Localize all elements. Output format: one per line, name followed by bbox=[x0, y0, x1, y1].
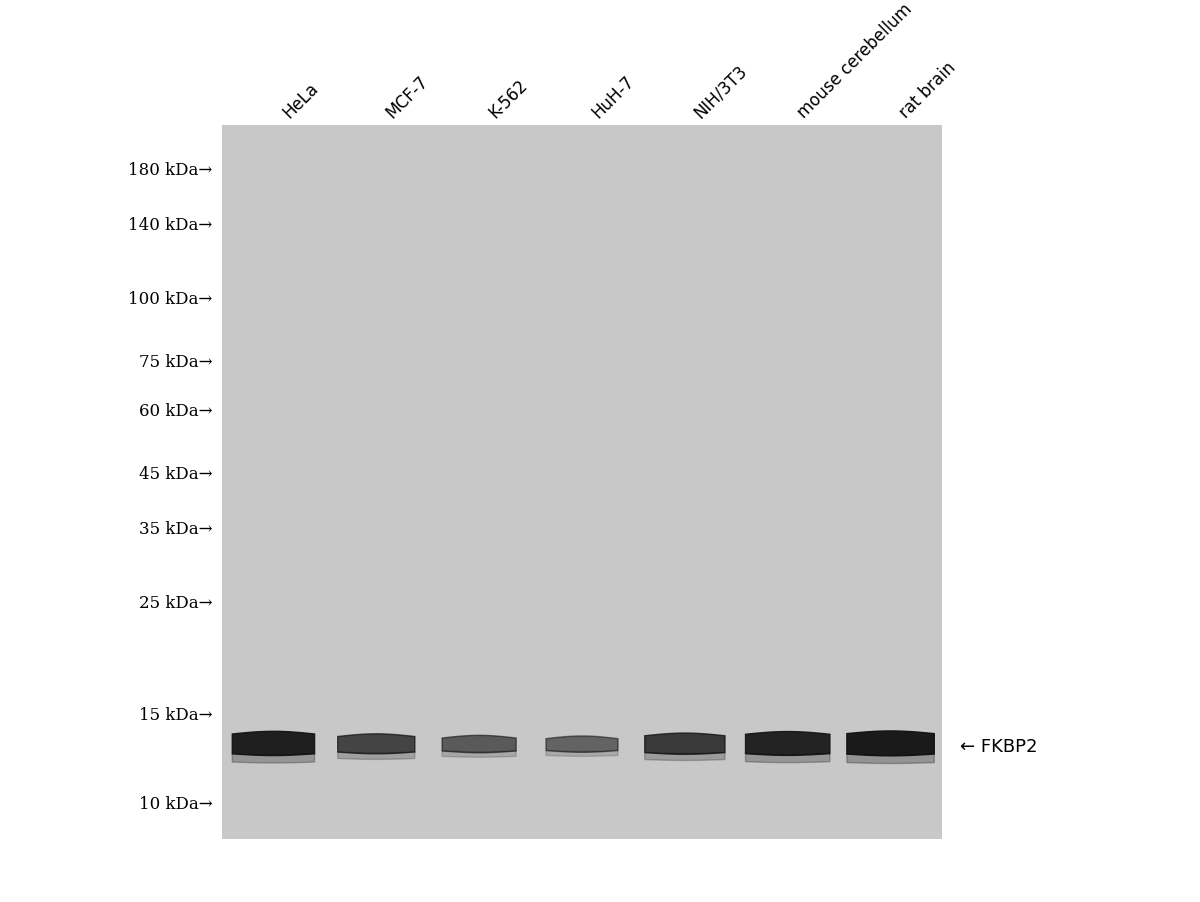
Text: 25 kDa→: 25 kDa→ bbox=[139, 594, 212, 611]
Text: 45 kDa→: 45 kDa→ bbox=[139, 465, 212, 483]
Text: K-562: K-562 bbox=[485, 76, 530, 122]
Polygon shape bbox=[442, 735, 516, 753]
Text: 100 kDa→: 100 kDa→ bbox=[128, 290, 212, 308]
Text: 180 kDa→: 180 kDa→ bbox=[128, 161, 212, 179]
Polygon shape bbox=[546, 750, 618, 757]
Text: 35 kDa→: 35 kDa→ bbox=[139, 520, 212, 538]
Text: WWW.PTGAES.COM: WWW.PTGAES.COM bbox=[244, 316, 272, 649]
Text: HuH-7: HuH-7 bbox=[588, 72, 637, 122]
Text: NIH/3T3: NIH/3T3 bbox=[691, 61, 751, 122]
Polygon shape bbox=[337, 734, 415, 754]
Text: 10 kDa→: 10 kDa→ bbox=[139, 795, 212, 812]
Text: 75 kDa→: 75 kDa→ bbox=[139, 354, 212, 371]
Polygon shape bbox=[644, 733, 725, 754]
Polygon shape bbox=[644, 752, 725, 760]
Text: rat brain: rat brain bbox=[896, 59, 960, 122]
Polygon shape bbox=[847, 732, 935, 756]
Text: 140 kDa→: 140 kDa→ bbox=[128, 216, 212, 234]
Text: 15 kDa→: 15 kDa→ bbox=[139, 706, 212, 723]
Text: HeLa: HeLa bbox=[280, 79, 322, 122]
Text: 60 kDa→: 60 kDa→ bbox=[139, 402, 212, 419]
Polygon shape bbox=[745, 754, 830, 763]
Polygon shape bbox=[233, 732, 314, 756]
Text: MCF-7: MCF-7 bbox=[383, 72, 432, 122]
Text: ← FKBP2: ← FKBP2 bbox=[960, 737, 1038, 755]
Polygon shape bbox=[546, 736, 618, 752]
Polygon shape bbox=[233, 754, 314, 763]
Bar bbox=[222, 126, 942, 839]
Polygon shape bbox=[745, 732, 830, 756]
Polygon shape bbox=[442, 751, 516, 758]
Polygon shape bbox=[847, 754, 935, 764]
Text: mouse cerebellum: mouse cerebellum bbox=[793, 0, 916, 122]
Polygon shape bbox=[337, 752, 415, 759]
